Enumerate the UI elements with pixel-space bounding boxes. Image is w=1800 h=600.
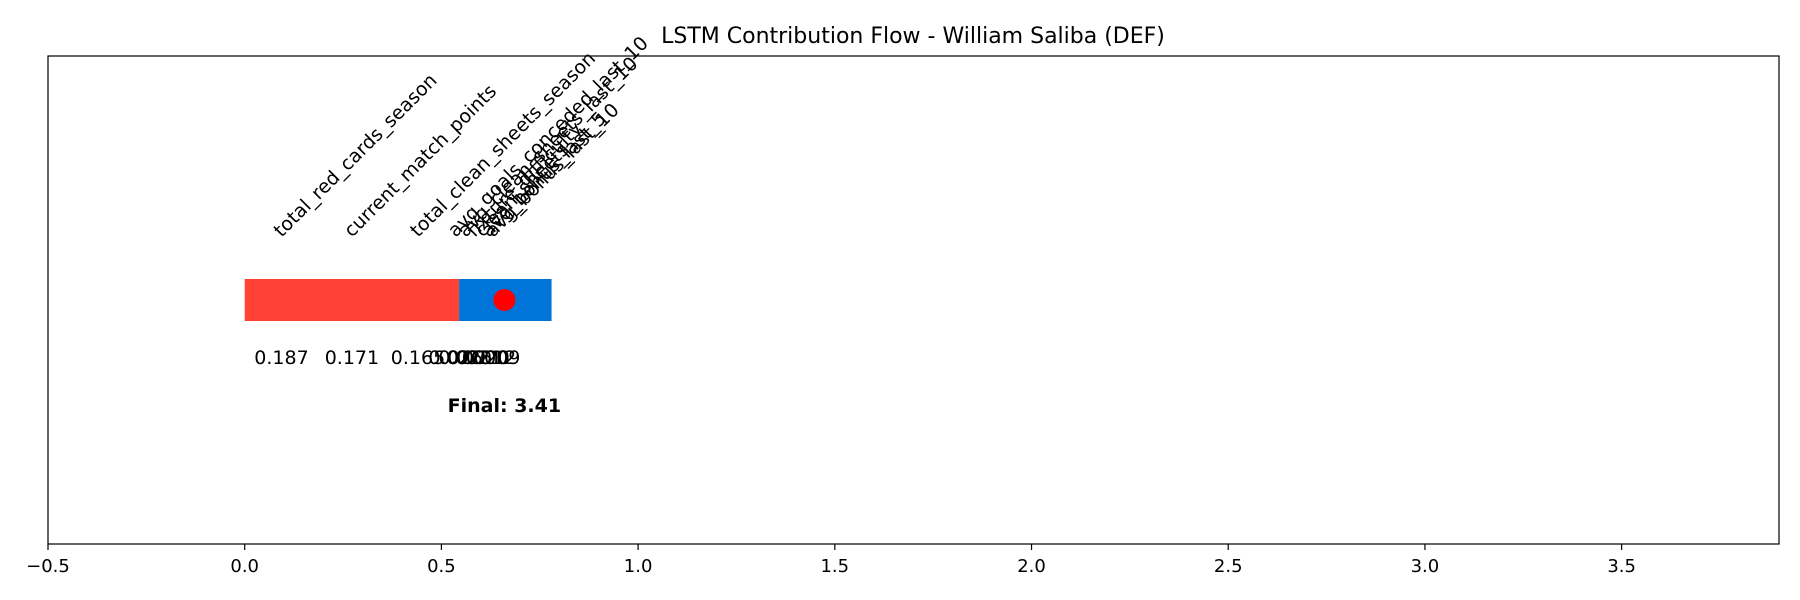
value-label-6: 0.020 [456, 347, 510, 369]
bar-segment-0 [244, 279, 460, 321]
value-label-4: 0.025 [438, 347, 492, 369]
x-axis: −0.5 0.0 0.5 1.0 1.5 2.0 2.5 3.0 3.5 [26, 544, 1636, 577]
value-label-2: 0.165 [391, 347, 445, 369]
chart-title: LSTM Contribution Flow - William Saliba … [661, 24, 1165, 49]
x-tick-label: −0.5 [26, 556, 70, 577]
x-tick-label: 0.5 [427, 556, 456, 577]
value-labels: 0.187 0.171 0.1650.0260.0250.0210.0200.012… [254, 347, 520, 369]
feature-labels: total_red_cards_seasoncurrent_match_poin… [269, 32, 652, 241]
x-tick-label: 0.0 [230, 556, 259, 577]
x-tick-label: 3.0 [1411, 556, 1440, 577]
x-tick-label: 1.5 [820, 556, 849, 577]
value-label-8: 0.009 [466, 347, 520, 369]
value-label-5: 0.021 [447, 347, 501, 369]
x-tick-label: 2.5 [1214, 556, 1243, 577]
value-label-7: 0.012 [462, 347, 516, 369]
x-tick-label: 1.0 [624, 556, 653, 577]
value-label-3: 0.026 [428, 347, 482, 369]
final-value-label: Final: 3.41 [448, 395, 561, 417]
marker-layer [493, 289, 516, 311]
value-label-0: 0.187 [254, 347, 308, 369]
plot-area-frame [47, 55, 1780, 545]
bar-segments [244, 279, 552, 321]
x-tick-label: 2.0 [1017, 556, 1046, 577]
x-tick-label: 3.5 [1607, 556, 1636, 577]
final-marker-dot [493, 289, 516, 311]
value-label-1: 0.171 [325, 347, 379, 369]
